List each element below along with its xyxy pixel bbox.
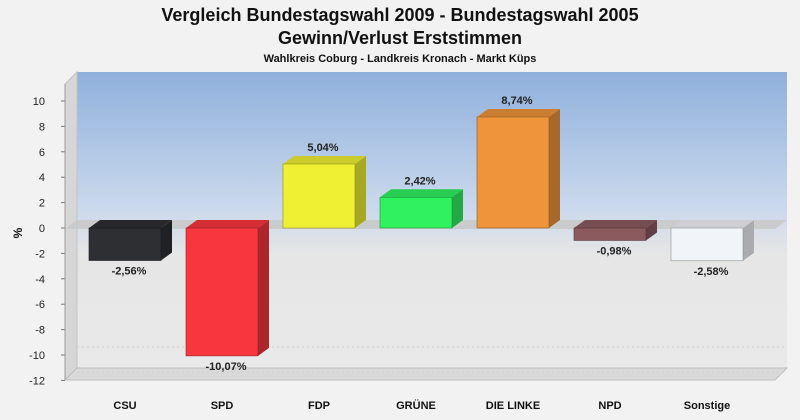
bars — [88, 109, 754, 357]
bar — [573, 220, 657, 241]
x-tick-label: DIE LINKE — [486, 400, 540, 412]
x-axis: CSU SPD FDP GRÜNE DIE LINKE NPD Sonstige — [113, 399, 730, 412]
x-tick-label: FDP — [308, 400, 330, 412]
bar-top — [380, 189, 463, 198]
bar-front — [88, 227, 162, 261]
bar-front — [670, 227, 744, 262]
x-tick-label: SPD — [211, 400, 234, 412]
bar-front — [379, 196, 453, 229]
y-tick-label: -2 — [35, 248, 45, 260]
bar-side — [743, 220, 754, 261]
bar-front — [476, 116, 550, 229]
y-tick-label: -4 — [35, 274, 45, 286]
chart-subtitle-region: Wahlkreis Coburg - Landkreis Kronach - M… — [263, 53, 537, 65]
x-tick-label: Sonstige — [684, 400, 730, 412]
x-tick-label: GRÜNE — [396, 399, 436, 412]
value-label: 2,42% — [404, 175, 435, 187]
bar-side — [161, 220, 172, 261]
y-tick-label: -6 — [35, 299, 45, 311]
bar-front — [282, 163, 356, 229]
y-tick-label: -8 — [35, 325, 45, 337]
bar — [476, 109, 560, 229]
plot-floor — [63, 367, 789, 381]
bar — [379, 189, 463, 229]
bar-side — [355, 155, 366, 228]
value-label: 8,74% — [501, 95, 532, 107]
y-tick-label: 8 — [39, 121, 45, 133]
value-label: -2,56% — [112, 266, 147, 278]
bar-side — [452, 189, 463, 228]
y-axis: 10 8 6 4 2 0 -2 -4 -6 -8 -10 -12 — [29, 84, 66, 387]
y-tick-label: 4 — [39, 172, 45, 184]
chart-title: Vergleich Bundestagswahl 2009 - Bundesta… — [161, 5, 639, 25]
bar-top — [89, 220, 172, 228]
bar-top — [477, 109, 560, 118]
bar-top — [186, 220, 269, 228]
bar — [670, 220, 754, 262]
bar-side — [258, 220, 269, 356]
y-tick-label: -10 — [29, 350, 45, 362]
bar-front — [573, 227, 647, 241]
value-label: -10,07% — [206, 361, 247, 373]
y-tick-label: 2 — [39, 198, 45, 210]
y-tick-label: 10 — [33, 96, 45, 108]
value-labels: -2,56% -10,07% 5,04% 2,42% 8,74% -0,98% -2,58% — [112, 95, 729, 373]
bar-top — [283, 155, 366, 164]
value-label: -2,58% — [694, 266, 729, 278]
chart-subtitle: Gewinn/Verlust Erststimmen — [277, 28, 523, 48]
bar — [88, 220, 172, 261]
chart-titles: Vergleich Bundestagswahl 2009 - Bundesta… — [0, 0, 800, 67]
bar — [282, 155, 366, 229]
value-label: -0,98% — [597, 245, 632, 257]
value-label: 5,04% — [307, 142, 338, 154]
bar-top — [671, 220, 754, 228]
bar-side — [549, 109, 560, 228]
y-tick-label: -12 — [29, 375, 45, 387]
bar — [185, 220, 269, 357]
bar-front — [185, 227, 259, 357]
y-tick-label: 6 — [39, 147, 45, 159]
bar-side — [646, 220, 657, 241]
y-axis-label: % — [11, 227, 25, 238]
x-tick-label: CSU — [113, 400, 136, 412]
bar-top — [574, 220, 657, 228]
y-tick-label: 0 — [39, 223, 45, 235]
x-tick-label: NPD — [598, 400, 621, 412]
